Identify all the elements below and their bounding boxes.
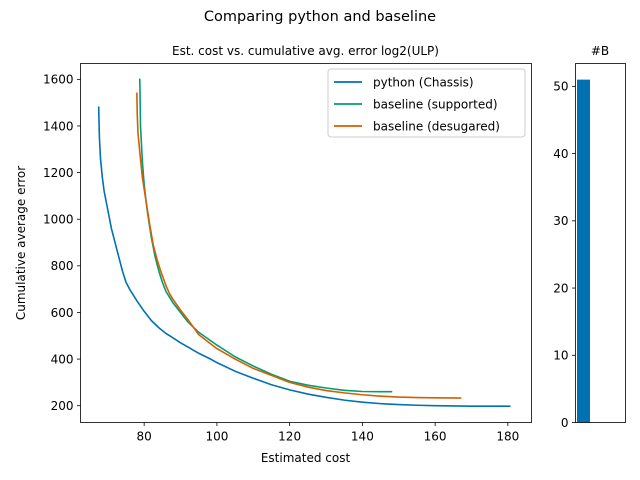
x-tick-label: 100 (205, 430, 228, 444)
y-tick-label: 1000 (43, 213, 74, 227)
y-tick-label: 1400 (43, 119, 74, 133)
y-tick-label: 200 (51, 399, 74, 413)
bar-0 (577, 79, 590, 423)
main-plot-frame (80, 63, 532, 423)
y-axis-label: Cumulative average error (14, 166, 28, 320)
side-y-tick-label: 0 (561, 416, 569, 430)
side-axis-ticks: 0 10 20 30 40 50 (553, 80, 576, 430)
side-y-tick-label: 50 (553, 80, 568, 94)
main-chart-title: Est. cost vs. cumulative avg. error log2… (172, 44, 439, 58)
y-tick-label: 1600 (43, 73, 74, 87)
side-plot-frame (575, 63, 626, 423)
legend-label-baseline-supported: baseline (supported) (373, 98, 498, 112)
x-tick-label: 160 (424, 430, 447, 444)
figure-suptitle: Comparing python and baseline (204, 9, 436, 25)
side-y-tick-label: 30 (553, 214, 568, 228)
x-tick-label: 120 (278, 430, 301, 444)
legend-label-baseline-desugared: baseline (desugared) (373, 120, 500, 134)
side-y-tick-label: 10 (553, 349, 568, 363)
y-tick-label: 800 (51, 259, 74, 273)
side-y-tick-label: 20 (553, 281, 568, 295)
y-tick-label: 400 (51, 352, 74, 366)
x-tick-label: 140 (351, 430, 374, 444)
x-tick-label: 180 (496, 430, 519, 444)
series-line-0 (97, 106, 511, 407)
legend-frame (327, 68, 526, 138)
side-bars (577, 79, 590, 423)
side-chart-title: #B (591, 44, 609, 58)
x-axis-label: Estimated cost (261, 451, 351, 465)
main-series-lines (97, 78, 511, 407)
y-tick-label: 1200 (43, 166, 74, 180)
legend: python (Chassis) baseline (supported) ba… (327, 68, 526, 138)
main-axis-ticks: 80 100 120 140 160 180 200 400 600 800 1000 1200 140… (43, 73, 519, 444)
series-line-2 (136, 92, 462, 399)
legend-label-python: python (Chassis) (373, 76, 474, 90)
side-y-tick-label: 40 (553, 147, 568, 161)
y-tick-label: 600 (51, 306, 74, 320)
x-tick-label: 80 (137, 430, 152, 444)
